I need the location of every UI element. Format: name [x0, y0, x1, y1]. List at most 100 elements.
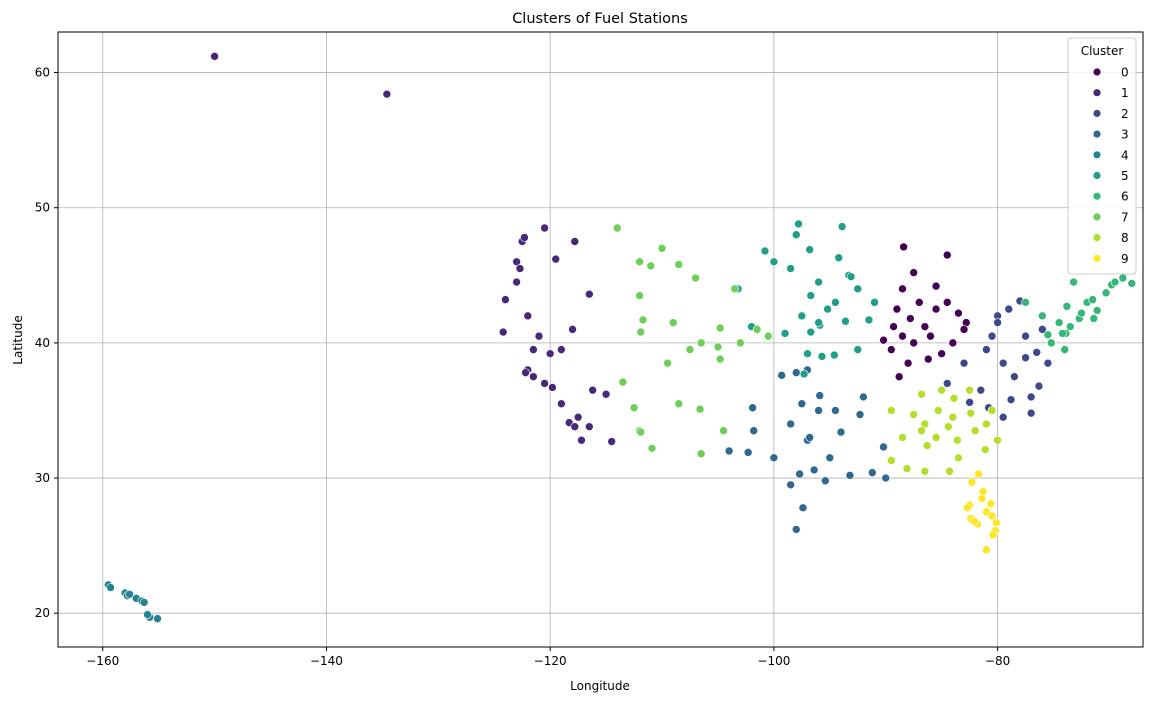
data-point [988, 530, 998, 540]
data-point [798, 503, 808, 513]
data-point [512, 277, 521, 287]
data-point [557, 399, 566, 409]
data-point [969, 516, 979, 526]
data-point [618, 377, 628, 387]
data-point [817, 352, 827, 361]
data-point [853, 345, 863, 354]
y-tick-label: 30 [35, 471, 50, 485]
data-point [786, 264, 795, 273]
legend-marker [1093, 213, 1101, 221]
legend-box [1067, 37, 1137, 275]
x-tick-label: −80 [985, 654, 1010, 668]
data-point [1021, 298, 1030, 307]
data-point [1043, 358, 1053, 368]
data-point [529, 345, 538, 354]
legend-marker [1093, 171, 1101, 180]
data-point [540, 379, 549, 388]
data-point [636, 327, 646, 337]
data-point [887, 456, 896, 465]
data-point [736, 338, 745, 348]
legend: Cluster 0 1 2 3 4 5 6 7 8 9 [1067, 37, 1137, 275]
legend-marker [1093, 234, 1101, 242]
legend-label: 9 [1121, 252, 1129, 266]
data-point [696, 449, 706, 459]
data-point [786, 419, 795, 429]
data-point [870, 298, 879, 307]
data-point [1038, 325, 1047, 334]
data-point [636, 427, 646, 437]
data-point [914, 298, 924, 307]
data-point [948, 338, 958, 348]
data-point [814, 277, 823, 287]
data-point [944, 422, 953, 431]
data-point [898, 331, 907, 341]
data-point [879, 335, 888, 345]
data-point [821, 476, 830, 486]
y-axis-ticks: 20 30 40 50 60 [35, 66, 58, 620]
x-axis-label: Longitude [570, 679, 630, 693]
data-point [825, 453, 835, 463]
data-point [715, 354, 725, 364]
data-point [993, 435, 1002, 445]
legend-items: 0 1 2 3 4 5 6 7 8 9 [1093, 66, 1129, 266]
data-point [1118, 273, 1128, 283]
data-point [894, 372, 904, 381]
data-point [797, 399, 807, 409]
series-cluster-6 [1021, 273, 1137, 354]
data-point [978, 487, 988, 496]
data-point [814, 406, 823, 415]
data-point [815, 391, 825, 400]
data-point [963, 503, 972, 513]
data-point [635, 291, 644, 300]
data-point [986, 499, 996, 509]
data-point [917, 389, 926, 399]
data-point [967, 477, 977, 487]
data-point [601, 389, 611, 399]
data-point [724, 446, 734, 456]
x-tick-label: −120 [534, 654, 567, 668]
data-point [845, 471, 855, 480]
data-point [139, 598, 149, 607]
data-point [965, 398, 974, 407]
legend-label: 6 [1121, 190, 1129, 204]
data-point [791, 525, 801, 534]
data-point [570, 422, 580, 431]
data-point [903, 358, 913, 368]
data-point [748, 403, 757, 413]
data-point [899, 242, 908, 252]
data-point [823, 304, 832, 314]
data-point [1034, 381, 1044, 391]
data-point [1092, 306, 1102, 315]
legend-label: 5 [1121, 169, 1129, 183]
series-cluster-9 [963, 469, 1001, 554]
data-points [104, 52, 1137, 623]
series-cluster-5 [733, 219, 879, 379]
data-point [942, 250, 952, 260]
data-point [892, 304, 902, 314]
data-point [942, 298, 952, 307]
data-point [948, 412, 958, 422]
data-point [954, 453, 963, 463]
data-point [980, 445, 990, 454]
legend-label: 0 [1121, 66, 1129, 80]
data-point [920, 322, 930, 331]
data-point [1127, 279, 1137, 288]
data-point [646, 261, 656, 271]
data-point [937, 385, 946, 395]
data-point [982, 419, 991, 429]
data-point [1004, 304, 1014, 314]
data-point [966, 408, 976, 418]
data-point [1010, 372, 1019, 381]
data-point [987, 331, 997, 341]
data-point [668, 318, 678, 327]
series-cluster-1 [210, 52, 616, 446]
data-point [859, 392, 868, 402]
data-point [805, 433, 814, 442]
legend-marker [1093, 109, 1101, 117]
data-point [931, 281, 941, 291]
data-point [917, 426, 926, 436]
legend-label: 2 [1121, 107, 1129, 121]
data-point [795, 469, 804, 479]
data-point [674, 399, 684, 409]
data-point [1058, 329, 1067, 338]
